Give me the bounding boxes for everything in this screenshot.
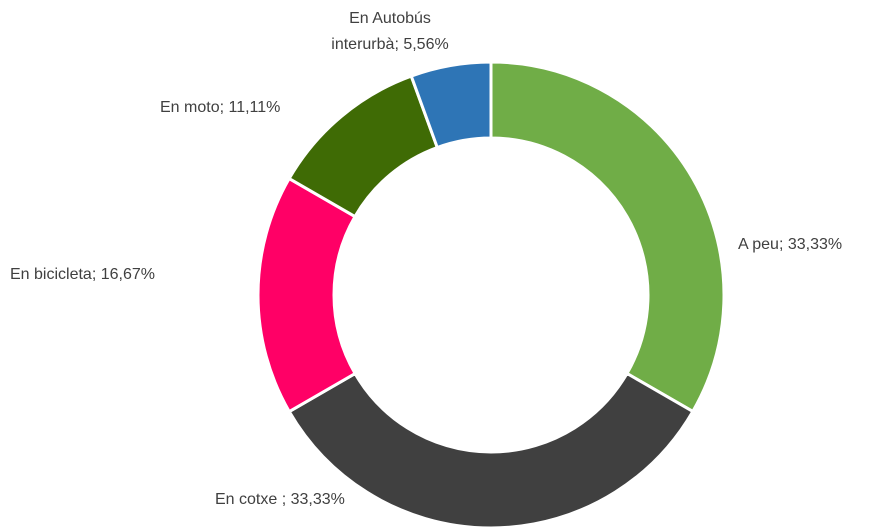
value-label: 33,33% bbox=[290, 491, 345, 508]
data-label: En Autobús interurbà; 5,56% bbox=[315, 6, 465, 58]
category: En bicicleta bbox=[10, 266, 92, 283]
category: En Autobús interurbà bbox=[331, 10, 436, 53]
separator: ; bbox=[219, 99, 229, 116]
donut-slice bbox=[256, 176, 358, 414]
data-label: En cotxe ; 33,33% bbox=[215, 487, 415, 513]
category: En moto bbox=[160, 99, 220, 116]
separator: ; bbox=[778, 236, 788, 253]
value-label: 11,11% bbox=[228, 99, 281, 116]
donut-slice bbox=[287, 371, 695, 528]
donut-slice bbox=[409, 60, 493, 150]
separator: ; bbox=[281, 491, 291, 508]
data-label: A peu; 33,33% bbox=[738, 232, 885, 258]
data-label: En bicicleta; 16,67% bbox=[10, 262, 210, 288]
value-label: 5,56% bbox=[403, 36, 449, 53]
value-label: 33,33% bbox=[787, 236, 843, 253]
separator: ; bbox=[91, 266, 101, 283]
category: A peu bbox=[738, 236, 779, 253]
donut-slice bbox=[489, 60, 726, 414]
separator: ; bbox=[394, 36, 404, 53]
category: En cotxe bbox=[215, 491, 282, 508]
value-label: 16,67% bbox=[100, 266, 155, 283]
data-label: En moto; 11,11% bbox=[160, 95, 330, 121]
